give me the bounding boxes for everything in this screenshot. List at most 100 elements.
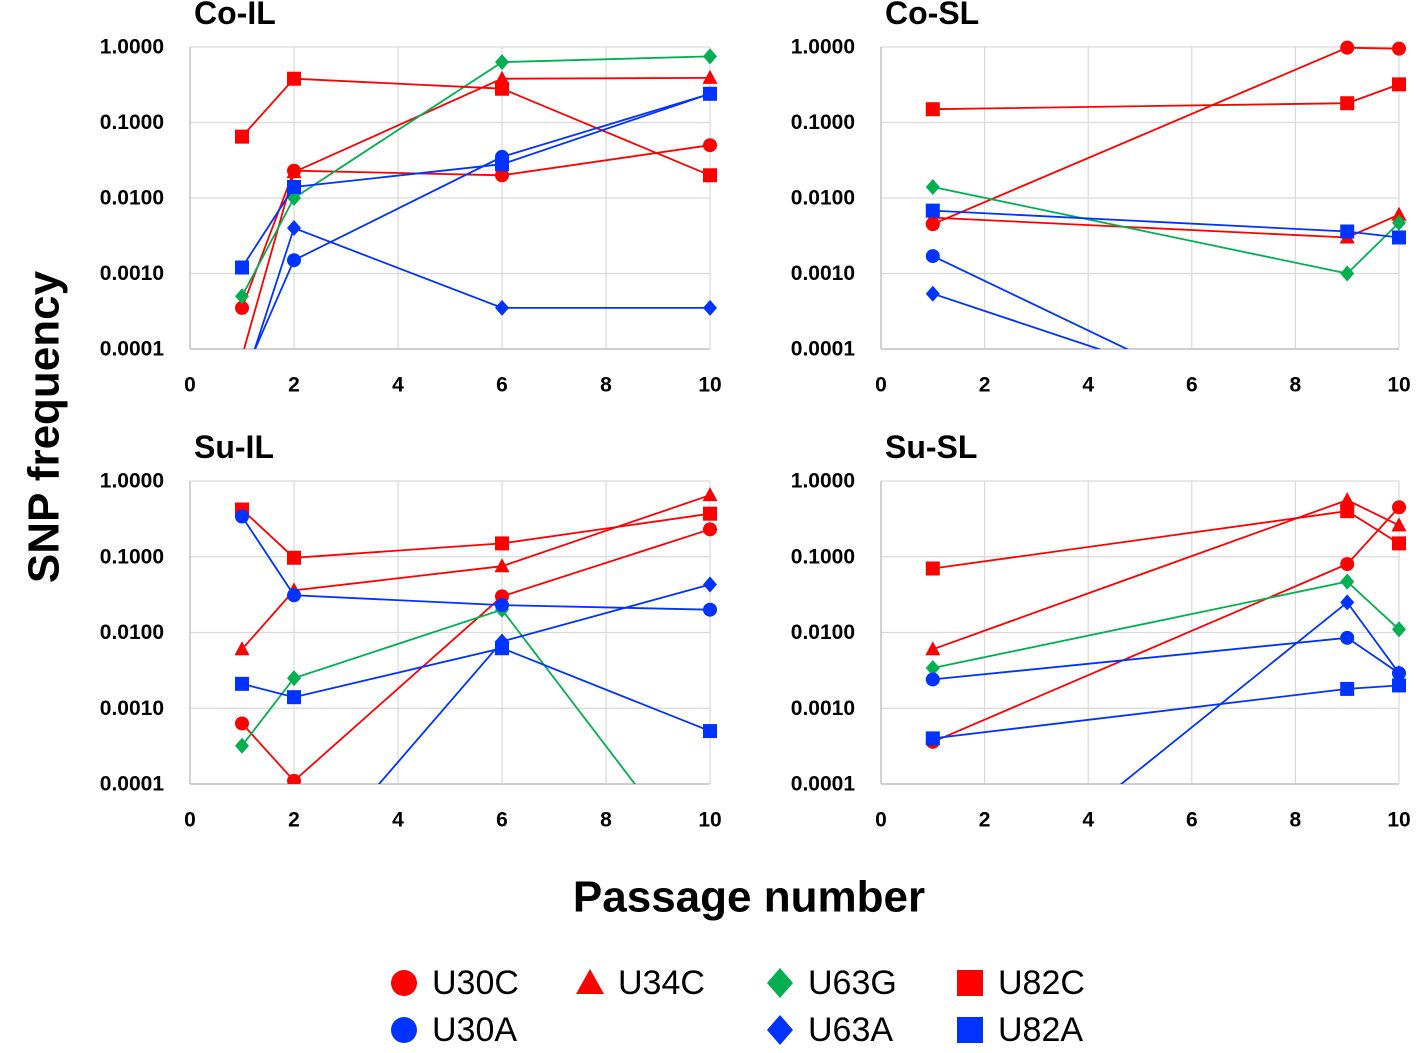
- x-tick-label: 8: [600, 374, 612, 397]
- data-point-u82a: [1340, 681, 1355, 696]
- y-tick-label: 0.1000: [100, 545, 164, 568]
- data-point-u82c: [925, 561, 940, 576]
- data-point-u82c: [1340, 504, 1355, 519]
- data-point-u82c: [495, 536, 509, 551]
- data-point-u63a: [925, 285, 940, 302]
- legend-marker-diamond: [767, 968, 793, 998]
- series-line-u63a: [1119, 601, 1400, 784]
- x-tick-label: 6: [1186, 809, 1198, 832]
- data-point-u30c: [703, 138, 717, 153]
- series-u34c: [925, 206, 1407, 244]
- data-point-u30a: [925, 249, 940, 264]
- plot-area: [925, 40, 1407, 349]
- plot-area: [234, 487, 718, 784]
- data-point-u34c: [702, 487, 718, 502]
- data-point-u30a: [925, 672, 940, 687]
- series-u82c: [235, 71, 717, 183]
- data-point-u82c: [703, 168, 717, 183]
- data-point-u63a: [495, 299, 509, 316]
- data-point-u63g: [703, 48, 717, 65]
- series-line-u63g: [241, 55, 711, 297]
- legend-marker-triangle: [576, 969, 604, 994]
- series-u30c: [925, 500, 1406, 749]
- x-tick-label: 0: [875, 809, 887, 832]
- legend-marker-diamond: [767, 1015, 793, 1045]
- data-point-u82a: [925, 203, 940, 218]
- data-point-u30c: [1392, 41, 1406, 56]
- series-line-u30a: [241, 516, 711, 611]
- series-u34c: [243, 69, 718, 349]
- y-tick-label: 0.1000: [791, 545, 855, 568]
- series-u63g: [925, 178, 1406, 282]
- data-point-u34c: [1391, 517, 1407, 532]
- panel-co-sl: Co-SL 1.0000 0.1000 0.0100 0.0010 0.0001 0 2 4 6 8…: [791, 0, 1411, 397]
- data-point-u30c: [1340, 40, 1355, 55]
- legend-item-u63g: U63G: [767, 964, 897, 1002]
- series-line-u63a: [253, 226, 710, 349]
- panel-su-il: Su-IL 1.0000 0.1000 0.0100 0.0010 0.0001 0 2 4 6 8…: [100, 429, 722, 832]
- data-point-u34c: [494, 558, 510, 573]
- legend-item-u30c: U30C: [391, 964, 519, 1002]
- data-point-u82a: [703, 86, 717, 101]
- y-tick-label: 1.0000: [791, 470, 855, 493]
- legend-label: U30A: [432, 1011, 517, 1049]
- x-tick-label: 10: [698, 374, 721, 397]
- y-axis-title: SNP frequency: [20, 270, 69, 583]
- data-point-u34c: [234, 641, 250, 656]
- series-line-u30c: [241, 528, 711, 783]
- series-u63a: [1119, 594, 1406, 784]
- y-tick-label: 0.0100: [791, 187, 855, 210]
- y-tick-label: 0.0010: [791, 262, 855, 285]
- x-axis-title: Passage number: [573, 873, 925, 922]
- legend-item-u30a: U30A: [391, 1011, 517, 1049]
- data-point-u30a: [495, 598, 509, 613]
- x-tick-label: 4: [1082, 809, 1094, 832]
- series-line-u82a: [932, 209, 1400, 239]
- x-tick-label: 6: [496, 374, 508, 397]
- series-u30c: [235, 138, 717, 315]
- series-u63g: [235, 601, 636, 784]
- series-line-u30a: [932, 255, 1129, 349]
- legend-item-u63a: U63A: [767, 1011, 893, 1049]
- series-u30a: [925, 249, 1129, 349]
- x-tick-label: 4: [392, 809, 404, 832]
- data-point-u63g: [1392, 621, 1406, 638]
- series-u63a: [925, 285, 1102, 349]
- series-u30a: [235, 509, 717, 617]
- series-line-u30c: [241, 144, 711, 309]
- data-point-u30c: [235, 300, 249, 315]
- y-tick-label: 0.1000: [791, 111, 855, 134]
- data-point-u63a: [1392, 665, 1406, 682]
- data-point-u34c: [286, 164, 302, 179]
- x-tick-label: 6: [1186, 374, 1198, 397]
- x-tick-label: 2: [979, 374, 991, 397]
- data-point-u82c: [235, 129, 249, 144]
- panel-title: Co-SL: [885, 0, 979, 31]
- series-line-u34c: [932, 213, 1400, 239]
- data-point-u82a: [703, 724, 717, 739]
- series-u63g: [235, 48, 717, 305]
- x-tick-label: 10: [698, 809, 721, 832]
- y-tick-label: 0.0010: [100, 262, 164, 285]
- data-point-u30a: [287, 588, 301, 603]
- legend-label: U34C: [618, 964, 705, 1002]
- data-point-u82a: [287, 690, 301, 705]
- data-point-u82a: [1392, 230, 1406, 245]
- data-point-u82c: [1392, 536, 1406, 551]
- x-tick-label: 8: [1290, 809, 1302, 832]
- x-tick-label: 4: [1082, 374, 1094, 397]
- legend-label: U82A: [998, 1011, 1083, 1049]
- x-tick-label: 0: [184, 374, 196, 397]
- series-line-u82a: [241, 92, 711, 268]
- data-point-u63g: [1340, 265, 1355, 282]
- series-line-u30a: [932, 636, 1400, 681]
- series-u63a: [377, 576, 717, 784]
- plot-area: [235, 48, 718, 349]
- series-u82c: [925, 504, 1406, 576]
- data-point-u63a: [1340, 594, 1355, 611]
- legend-marker-square: [957, 1017, 983, 1043]
- x-tick-label: 6: [496, 809, 508, 832]
- data-point-u30c: [287, 773, 301, 784]
- data-point-u63a: [703, 576, 717, 593]
